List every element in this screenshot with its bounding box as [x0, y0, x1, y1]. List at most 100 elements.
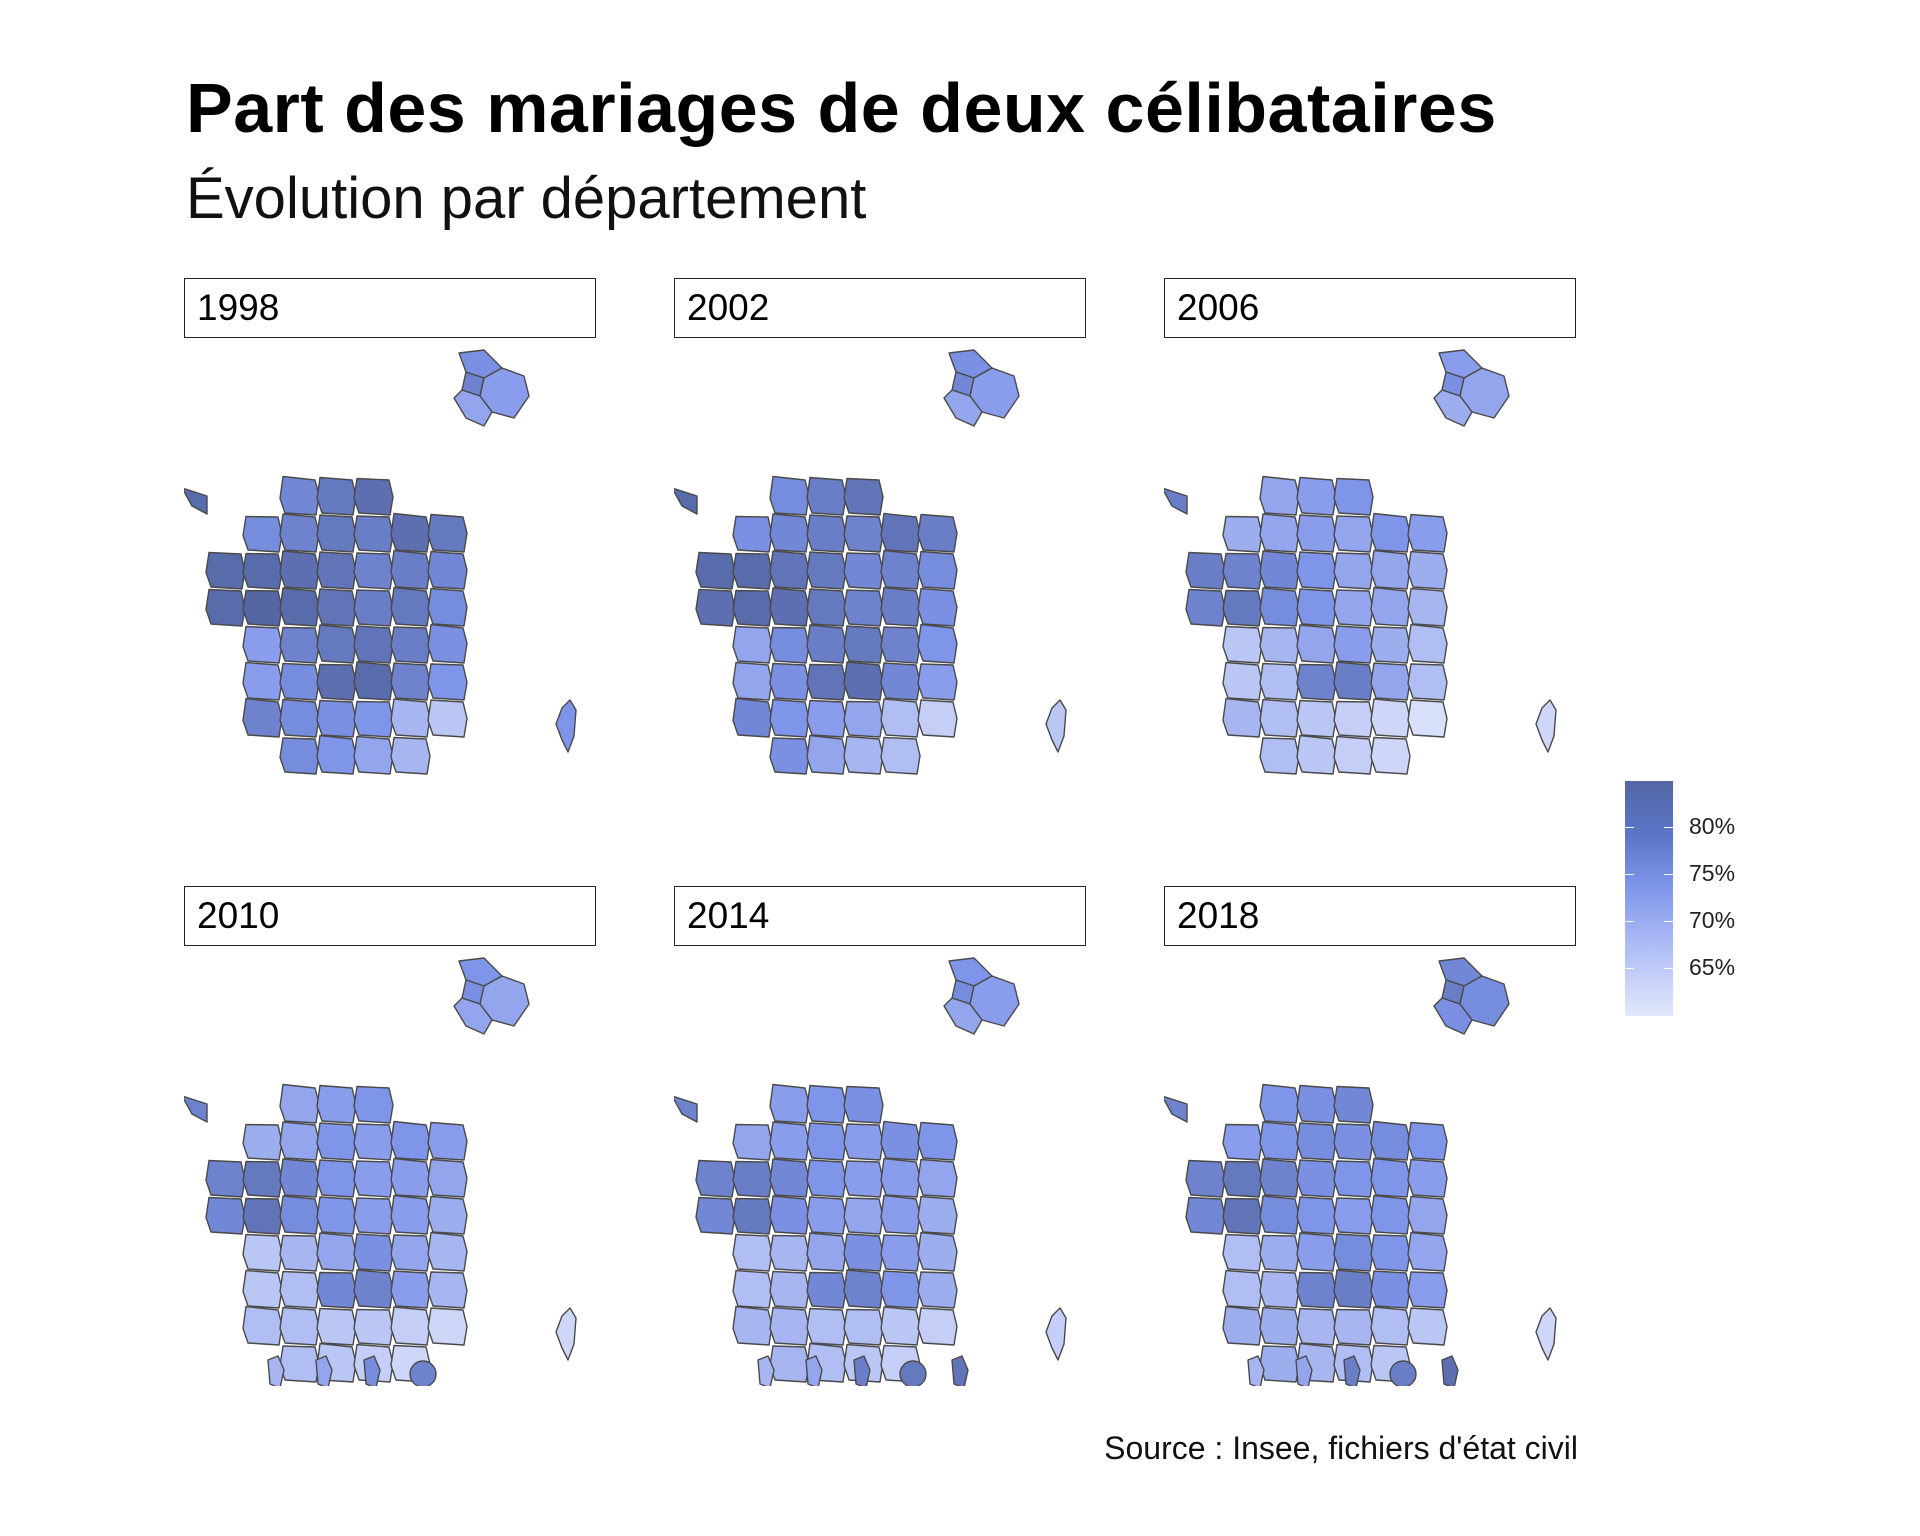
department-region: [1333, 1269, 1374, 1309]
idf-department: [1433, 389, 1473, 427]
department-region: [1407, 1271, 1448, 1309]
department-region: [390, 1120, 431, 1161]
idf-department: [943, 389, 983, 427]
department-region: [390, 586, 431, 627]
department-region: [242, 1269, 283, 1309]
department-region: [1333, 735, 1374, 775]
department-region: [769, 662, 810, 701]
department-region: [843, 589, 884, 627]
department-region: [806, 1307, 847, 1346]
overseas-department: [1295, 1355, 1313, 1386]
department-region: [732, 1305, 773, 1346]
department-region: [1296, 476, 1337, 516]
legend-tick-70: [1625, 921, 1634, 922]
department-region: [769, 698, 810, 738]
overseas-department: [409, 1360, 437, 1386]
department-region: [806, 551, 847, 590]
department-region: [316, 1084, 357, 1124]
department-region: [769, 626, 810, 664]
map-1998: [184, 349, 577, 775]
legend-label-70: 70%: [1689, 907, 1736, 933]
department-region: [316, 1307, 357, 1346]
department-region: [279, 475, 320, 516]
legend-tick-75: [1625, 874, 1634, 875]
overseas-department: [757, 1355, 775, 1386]
overseas-department: [1441, 1355, 1459, 1386]
department-region: [242, 515, 283, 553]
department-region: [1222, 552, 1263, 590]
corsica-region: [1045, 699, 1067, 753]
department-region: [917, 587, 958, 627]
department-region: [242, 1197, 283, 1235]
map-2006: [1164, 349, 1557, 775]
department-region: [769, 1158, 810, 1198]
department-region: [427, 550, 468, 590]
department-region: [353, 1233, 394, 1272]
department-region: [806, 588, 847, 627]
department-region: [1407, 587, 1448, 627]
department-region: [917, 1231, 958, 1272]
department-region: [1259, 737, 1300, 775]
department-region: [769, 513, 810, 553]
department-region: [1222, 515, 1263, 553]
department-region: [1407, 663, 1448, 701]
department-region: [316, 551, 357, 590]
department-region: [427, 1121, 468, 1161]
department-region: [316, 699, 357, 738]
department-region: [769, 1121, 810, 1161]
legend-label-75: 75%: [1689, 860, 1736, 886]
department-region: [674, 1095, 698, 1123]
department-region: [1164, 1095, 1188, 1123]
department-region: [806, 624, 847, 664]
department-region: [843, 1308, 884, 1346]
department-region: [1296, 663, 1337, 701]
facet-panel-2006: 2006: [1164, 278, 1576, 778]
overseas-department: [951, 1355, 969, 1386]
department-region: [917, 663, 958, 701]
facet-strip: 2002: [674, 278, 1086, 338]
department-region: [1407, 1231, 1448, 1272]
department-region: [732, 1233, 773, 1272]
department-region: [732, 589, 773, 627]
department-region: [316, 734, 357, 775]
department-region: [806, 1084, 847, 1124]
department-region: [279, 550, 320, 590]
overseas-department: [899, 1360, 927, 1386]
department-region: [279, 1345, 320, 1383]
department-region: [242, 1305, 283, 1346]
department-region: [205, 1159, 246, 1198]
department-region: [1185, 1196, 1226, 1235]
color-legend: 80% 75% 70% 65%: [1625, 781, 1765, 1021]
overseas-department: [1343, 1355, 1361, 1386]
department-region: [1333, 1308, 1374, 1346]
department-region: [427, 587, 468, 627]
department-region: [279, 513, 320, 553]
department-region: [1222, 1233, 1263, 1272]
department-region: [242, 1233, 283, 1272]
department-region: [843, 1123, 884, 1161]
department-region: [917, 1121, 958, 1161]
department-region: [1185, 1159, 1226, 1198]
department-region: [353, 552, 394, 590]
department-region: [316, 624, 357, 664]
legend-tick-75-r: [1664, 874, 1673, 875]
corsica-region: [1045, 1307, 1067, 1361]
department-region: [1333, 1233, 1374, 1272]
department-region: [1407, 1307, 1448, 1346]
department-region: [353, 700, 394, 738]
department-region: [1259, 1083, 1300, 1124]
department-region: [806, 663, 847, 701]
map-2002: [674, 349, 1067, 775]
legend-label-80: 80%: [1689, 813, 1736, 839]
department-region: [1333, 552, 1374, 590]
department-region: [806, 699, 847, 738]
department-region: [917, 550, 958, 590]
department-region: [1296, 624, 1337, 664]
map-2018: [1164, 957, 1557, 1386]
department-region: [695, 1159, 736, 1198]
department-region: [427, 623, 468, 664]
department-region: [1296, 1084, 1337, 1124]
department-region: [880, 626, 921, 664]
department-region: [1370, 736, 1411, 775]
department-region: [880, 1234, 921, 1272]
